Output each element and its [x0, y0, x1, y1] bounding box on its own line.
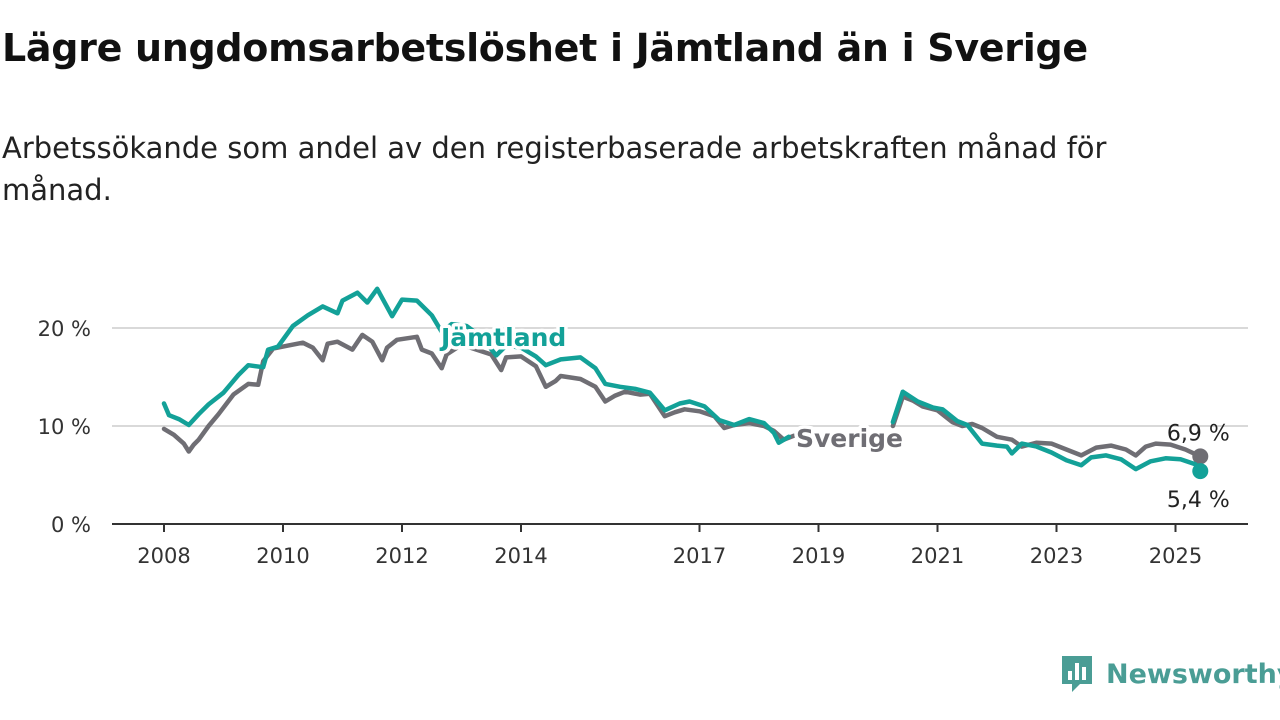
x-tick-label: 2012: [375, 544, 428, 568]
x-tick-label: 2019: [792, 544, 845, 568]
x-tick-label: 2008: [137, 544, 190, 568]
series-name-label: Jämtland: [439, 323, 566, 352]
x-tick-label: 2014: [494, 544, 547, 568]
line-chart: 0 % 10 % 20 % 2008 2010 2012 2014 2017 2019 2021…: [38, 286, 1248, 568]
series-end-marker: [1192, 463, 1209, 480]
chart-subtitle: Arbetssökande som andel av den registerb…: [2, 131, 1107, 207]
chart-title: Lägre ungdomsarbetslöshet i Jämtland än …: [2, 26, 1088, 70]
grid-layer: 0 % 10 % 20 %: [38, 317, 1248, 537]
series-name-label-halo: Jämtland: [439, 323, 566, 352]
series-layer: [161, 286, 1209, 480]
series-line-jamtland: [890, 389, 1203, 474]
series-line-jamtland: [161, 286, 792, 445]
end-value-label: 5,4 %: [1167, 488, 1230, 513]
y-tick-label: 0 %: [51, 513, 91, 537]
end-value-label: 6,9 %: [1167, 421, 1230, 446]
y-tick-label: 10 %: [38, 415, 91, 439]
y-tick-label: 20 %: [38, 317, 91, 341]
newsworthy-brand: Newsworthy: [1060, 654, 1280, 694]
x-tick-label: 2017: [673, 544, 726, 568]
series-name-label: Sverige: [796, 424, 903, 453]
x-tick-label: 2025: [1149, 544, 1202, 568]
series-name-label-halo: Sverige: [796, 424, 903, 453]
bar-chart-speech-bubble-icon: [1062, 656, 1092, 692]
x-tick-label: 2010: [256, 544, 309, 568]
series-end-marker: [1192, 448, 1209, 465]
x-tick-label: 2021: [911, 544, 964, 568]
x-axis: 2008 2010 2012 2014 2017 2019 2021 2023 2025: [112, 523, 1248, 568]
series-line-sverige: [161, 332, 796, 454]
x-tick-label: 2023: [1030, 544, 1083, 568]
brand-name: Newsworthy: [1106, 658, 1280, 690]
